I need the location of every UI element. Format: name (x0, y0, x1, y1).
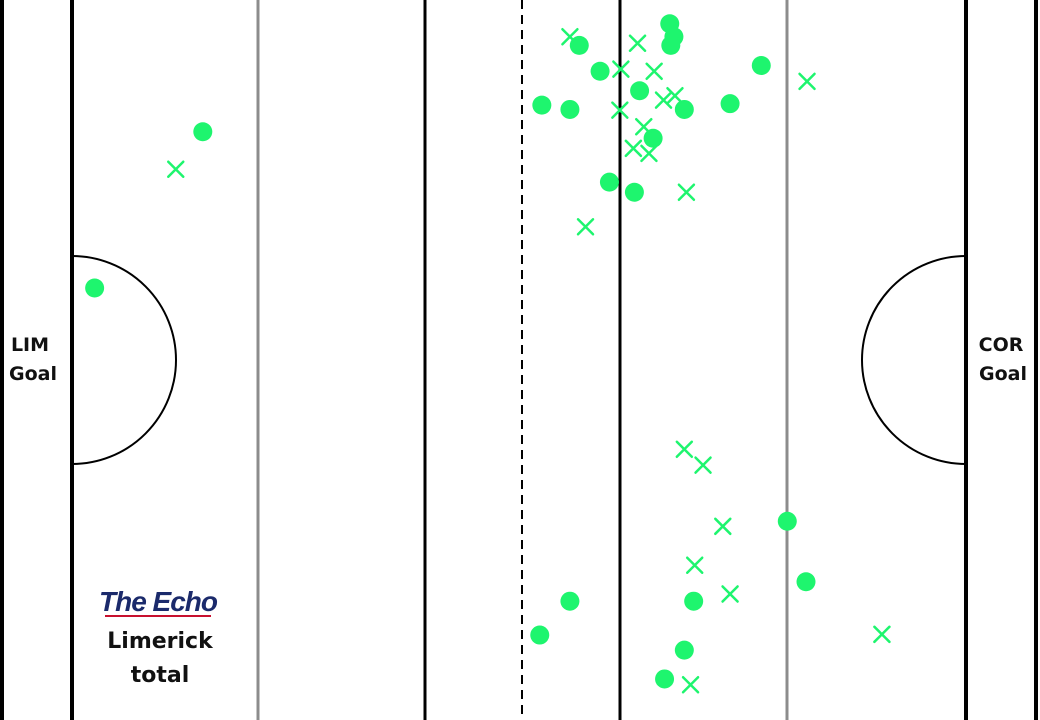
score-marker (532, 95, 552, 115)
miss-marker-stroke (873, 625, 891, 644)
score-marker (624, 182, 644, 202)
miss-marker (640, 144, 658, 163)
miss-marker (576, 218, 595, 236)
miss-marker (675, 440, 694, 459)
caption-line1: Limerick (107, 629, 214, 654)
score-marker (560, 591, 580, 611)
miss-marker-stroke (167, 160, 185, 178)
score-marker (777, 511, 797, 531)
miss-marker-stroke (645, 62, 663, 81)
brand-logo: The Echo (99, 586, 218, 617)
score-marker (751, 56, 771, 76)
miss-marker (654, 91, 673, 109)
miss-marker (561, 27, 579, 46)
miss-marker (798, 72, 816, 91)
score-marker (661, 35, 681, 55)
miss-marker (666, 87, 684, 105)
right-goal-label-line1: COR (979, 334, 1024, 356)
score-marker (643, 128, 663, 148)
miss-marker-stroke (675, 440, 694, 459)
miss-marker (611, 101, 629, 119)
miss-marker (873, 625, 891, 644)
score-marker (674, 99, 694, 119)
miss-marker-stroke (798, 72, 816, 91)
miss-marker-stroke (576, 218, 595, 236)
miss-marker-stroke (677, 183, 696, 201)
miss-marker-stroke (635, 117, 653, 136)
miss-marker-stroke (624, 139, 643, 158)
miss-marker (167, 160, 185, 178)
score-marker (590, 61, 610, 81)
score-marker (796, 572, 816, 592)
miss-marker-stroke (612, 60, 630, 78)
score-marker (193, 122, 213, 142)
miss-marker (681, 675, 700, 694)
miss-marker (721, 585, 739, 603)
miss-marker-stroke (640, 144, 658, 163)
miss-marker (624, 139, 643, 158)
miss-marker-stroke (611, 101, 629, 119)
shot-markers (85, 14, 891, 694)
score-marker (655, 669, 675, 689)
score-marker (674, 640, 694, 660)
miss-marker-stroke (681, 675, 700, 694)
miss-marker-stroke (714, 517, 732, 536)
score-marker (630, 81, 650, 101)
miss-marker-stroke (654, 91, 673, 109)
miss-marker (677, 183, 696, 201)
right-goal-label-line2: Goal (979, 363, 1027, 385)
miss-marker (635, 117, 653, 136)
left-goal-label-line2: Goal (9, 363, 57, 385)
right-semicircle (861, 255, 967, 465)
score-marker (530, 625, 550, 645)
miss-marker (628, 34, 647, 52)
miss-marker-stroke (666, 87, 684, 105)
miss-marker-stroke (628, 34, 647, 52)
miss-marker-stroke (721, 585, 739, 603)
miss-marker-stroke (694, 456, 712, 474)
score-marker (720, 94, 740, 114)
miss-marker (612, 60, 630, 78)
left-goal-label-line1: LIM (11, 334, 49, 356)
left-semicircle (71, 255, 177, 465)
caption-line2: total (131, 663, 190, 688)
score-marker (684, 591, 704, 611)
score-marker (599, 172, 619, 192)
score-marker (560, 99, 580, 119)
miss-marker-stroke (561, 27, 579, 46)
miss-marker (694, 456, 712, 474)
score-marker (85, 278, 105, 298)
miss-marker (645, 62, 663, 81)
miss-marker-stroke (685, 556, 704, 574)
miss-marker (714, 517, 732, 536)
miss-marker (685, 556, 704, 574)
